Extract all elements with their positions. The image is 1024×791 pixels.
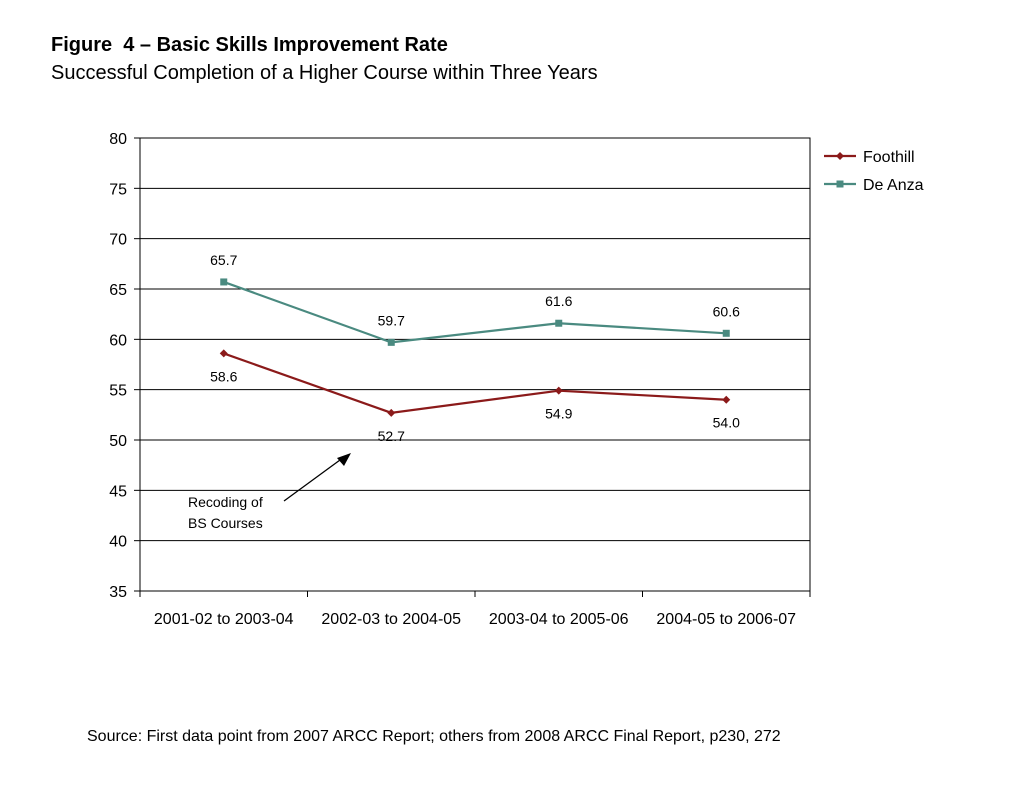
data-point — [722, 329, 730, 337]
annotation: Recoding of BS Courses — [188, 453, 351, 531]
series-foothill: 58.6 52.7 54.9 54.0 — [210, 349, 740, 444]
legend: Foothill De Anza — [824, 149, 924, 194]
legend-label: Foothill — [863, 149, 915, 166]
y-tick-label: 60 — [109, 332, 127, 349]
y-tick-label: 40 — [109, 534, 127, 551]
data-label: 52.7 — [378, 428, 405, 444]
data-point — [387, 338, 395, 346]
data-point — [387, 408, 396, 417]
series-layer: 58.6 52.7 54.9 54.0 65.7 59.7 61.6 60.6 — [210, 252, 740, 444]
data-label: 60.6 — [713, 303, 740, 319]
line-chart: 35 40 45 50 55 60 65 70 75 80 2001-02 to 2003-04 20… — [109, 131, 924, 628]
y-tick-label: 50 — [109, 433, 127, 450]
y-tick-label: 70 — [109, 232, 127, 249]
x-tick-label: 2003-04 to 2005-06 — [489, 611, 629, 628]
data-label: 61.6 — [545, 293, 572, 309]
annotation-text: Recoding of — [188, 494, 263, 510]
legend-marker — [836, 152, 844, 160]
y-tick-label: 80 — [109, 131, 127, 148]
series-de-anza: 65.7 59.7 61.6 60.6 — [210, 252, 740, 346]
data-point — [554, 386, 563, 395]
legend-item-foothill: Foothill — [824, 149, 915, 166]
data-label: 54.0 — [713, 415, 740, 431]
annotation-arrowhead — [337, 453, 351, 466]
y-tick-label: 65 — [109, 282, 127, 299]
data-point — [555, 319, 563, 327]
y-tick-label: 45 — [109, 483, 127, 500]
x-tick-label: 2001-02 to 2003-04 — [154, 611, 294, 628]
gridlines — [139, 137, 811, 592]
legend-item-de-anza: De Anza — [824, 177, 924, 194]
annotation-arrow-line — [283, 459, 341, 502]
y-tick-label: 75 — [109, 181, 127, 198]
data-point — [219, 349, 228, 358]
y-tick-label: 55 — [109, 383, 127, 400]
annotation-text: BS Courses — [188, 515, 263, 531]
chart-subtitle: Successful Completion of a Higher Course… — [51, 62, 598, 84]
axes: 35 40 45 50 55 60 65 70 75 80 2001-02 to 2003-04 20… — [109, 131, 811, 628]
legend-marker — [836, 180, 844, 188]
data-label: 58.6 — [210, 368, 237, 384]
data-label: 65.7 — [210, 252, 237, 268]
data-point — [722, 395, 731, 404]
x-tick-label: 2002-03 to 2004-05 — [321, 611, 461, 628]
legend-label: De Anza — [863, 177, 924, 194]
data-label: 54.9 — [545, 406, 572, 422]
data-label: 59.7 — [378, 312, 405, 328]
x-tick-label: 2004-05 to 2006-07 — [656, 611, 796, 628]
series-line — [223, 352, 727, 414]
data-point — [220, 278, 228, 286]
source-note: Source: First data point from 2007 ARCC … — [87, 728, 781, 745]
y-tick-label: 35 — [109, 584, 127, 601]
series-line — [223, 280, 727, 344]
chart-title: Figure 4 – Basic Skills Improvement Rate — [51, 34, 448, 56]
